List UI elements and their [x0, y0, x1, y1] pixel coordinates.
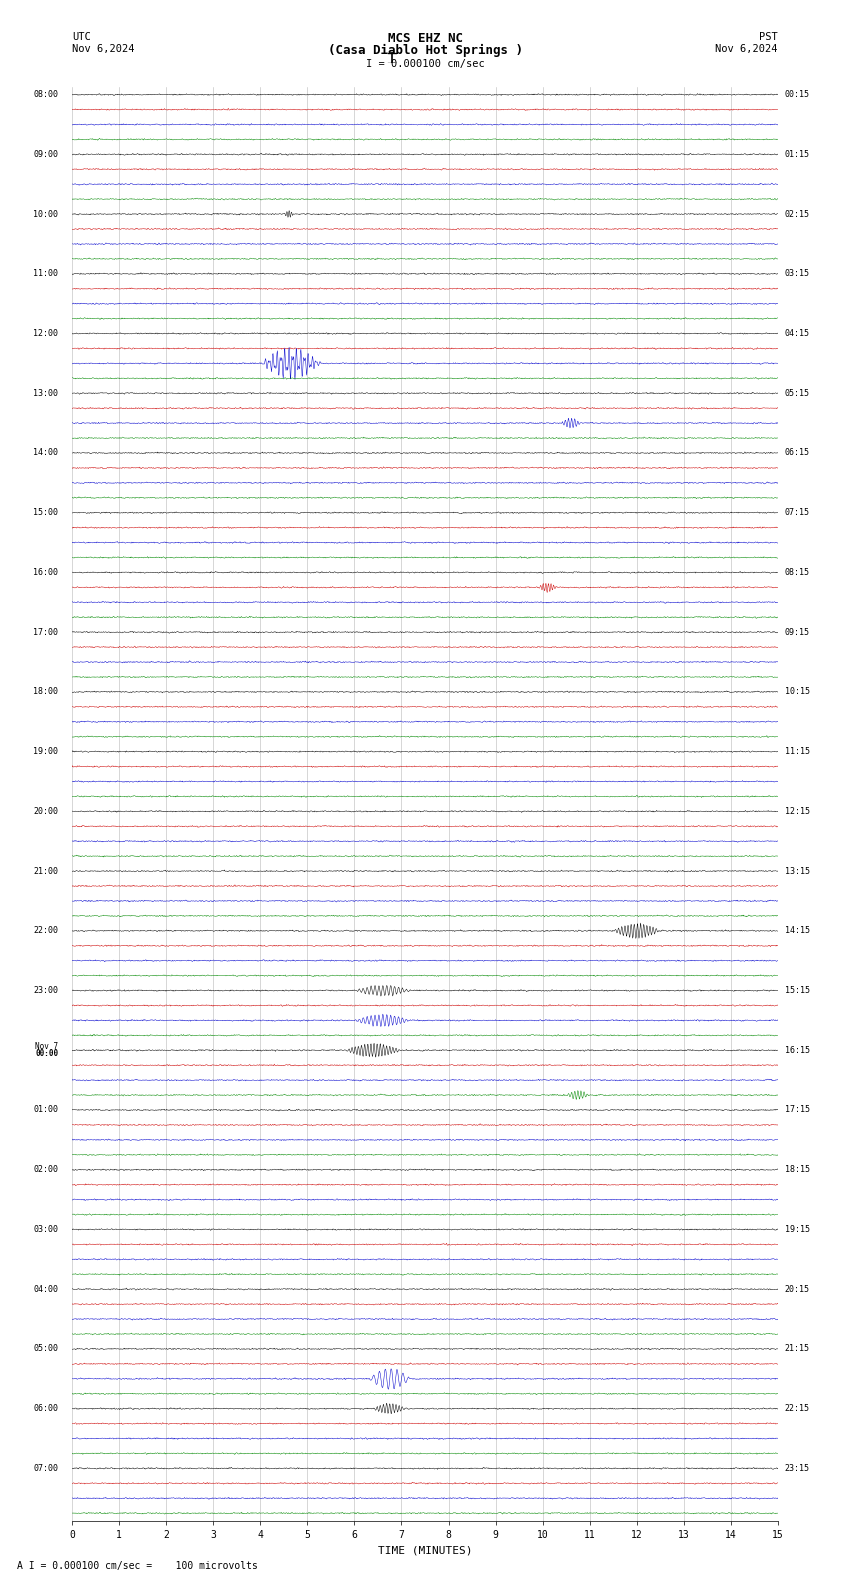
Text: 16:00: 16:00 — [33, 569, 58, 577]
Text: 16:15: 16:15 — [785, 1045, 810, 1055]
Text: 08:00: 08:00 — [33, 90, 58, 100]
Text: 18:00: 18:00 — [33, 687, 58, 697]
Text: 05:15: 05:15 — [785, 388, 810, 398]
Text: 02:00: 02:00 — [33, 1166, 58, 1174]
Text: 20:15: 20:15 — [785, 1285, 810, 1294]
Text: 22:00: 22:00 — [33, 927, 58, 935]
Text: 01:15: 01:15 — [785, 150, 810, 158]
Text: PST: PST — [759, 32, 778, 41]
Text: 09:00: 09:00 — [33, 150, 58, 158]
Text: 19:00: 19:00 — [33, 748, 58, 756]
Text: 14:00: 14:00 — [33, 448, 58, 458]
Text: 10:15: 10:15 — [785, 687, 810, 697]
Text: 07:15: 07:15 — [785, 508, 810, 518]
Text: Nov 7: Nov 7 — [35, 1042, 58, 1052]
Text: 08:15: 08:15 — [785, 569, 810, 577]
Text: 19:15: 19:15 — [785, 1224, 810, 1234]
Text: 22:15: 22:15 — [785, 1403, 810, 1413]
Text: 11:15: 11:15 — [785, 748, 810, 756]
Text: 02:15: 02:15 — [785, 209, 810, 219]
Text: 17:00: 17:00 — [33, 627, 58, 637]
Text: 01:00: 01:00 — [33, 1106, 58, 1115]
Text: 04:00: 04:00 — [33, 1285, 58, 1294]
Text: 00:00: 00:00 — [35, 1050, 58, 1058]
Text: 17:15: 17:15 — [785, 1106, 810, 1115]
Text: 06:00: 06:00 — [33, 1403, 58, 1413]
Text: A I = 0.000100 cm/sec =    100 microvolts: A I = 0.000100 cm/sec = 100 microvolts — [17, 1562, 258, 1571]
X-axis label: TIME (MINUTES): TIME (MINUTES) — [377, 1546, 473, 1555]
Text: 14:15: 14:15 — [785, 927, 810, 935]
Text: 03:15: 03:15 — [785, 269, 810, 279]
Text: 00:15: 00:15 — [785, 90, 810, 100]
Text: 21:00: 21:00 — [33, 866, 58, 876]
Text: UTC: UTC — [72, 32, 91, 41]
Text: 10:00: 10:00 — [33, 209, 58, 219]
Text: 07:00: 07:00 — [33, 1464, 58, 1473]
Text: 20:00: 20:00 — [33, 806, 58, 816]
Text: 04:15: 04:15 — [785, 329, 810, 337]
Text: 11:00: 11:00 — [33, 269, 58, 279]
Text: 06:15: 06:15 — [785, 448, 810, 458]
Text: 03:00: 03:00 — [33, 1224, 58, 1234]
Text: I = 0.000100 cm/sec: I = 0.000100 cm/sec — [366, 59, 484, 68]
Text: 13:15: 13:15 — [785, 866, 810, 876]
Text: 05:00: 05:00 — [33, 1345, 58, 1353]
Text: 09:15: 09:15 — [785, 627, 810, 637]
Text: 23:00: 23:00 — [33, 985, 58, 995]
Text: 12:00: 12:00 — [33, 329, 58, 337]
Text: (Casa Diablo Hot Springs ): (Casa Diablo Hot Springs ) — [327, 44, 523, 57]
Text: 12:15: 12:15 — [785, 806, 810, 816]
Text: 21:15: 21:15 — [785, 1345, 810, 1353]
Text: 15:00: 15:00 — [33, 508, 58, 518]
Text: 13:00: 13:00 — [33, 388, 58, 398]
Text: 18:15: 18:15 — [785, 1166, 810, 1174]
Text: Nov 6,2024: Nov 6,2024 — [72, 44, 135, 54]
Text: 23:15: 23:15 — [785, 1464, 810, 1473]
Text: 15:15: 15:15 — [785, 985, 810, 995]
Text: Nov 6,2024: Nov 6,2024 — [715, 44, 778, 54]
Text: MCS EHZ NC: MCS EHZ NC — [388, 32, 462, 44]
